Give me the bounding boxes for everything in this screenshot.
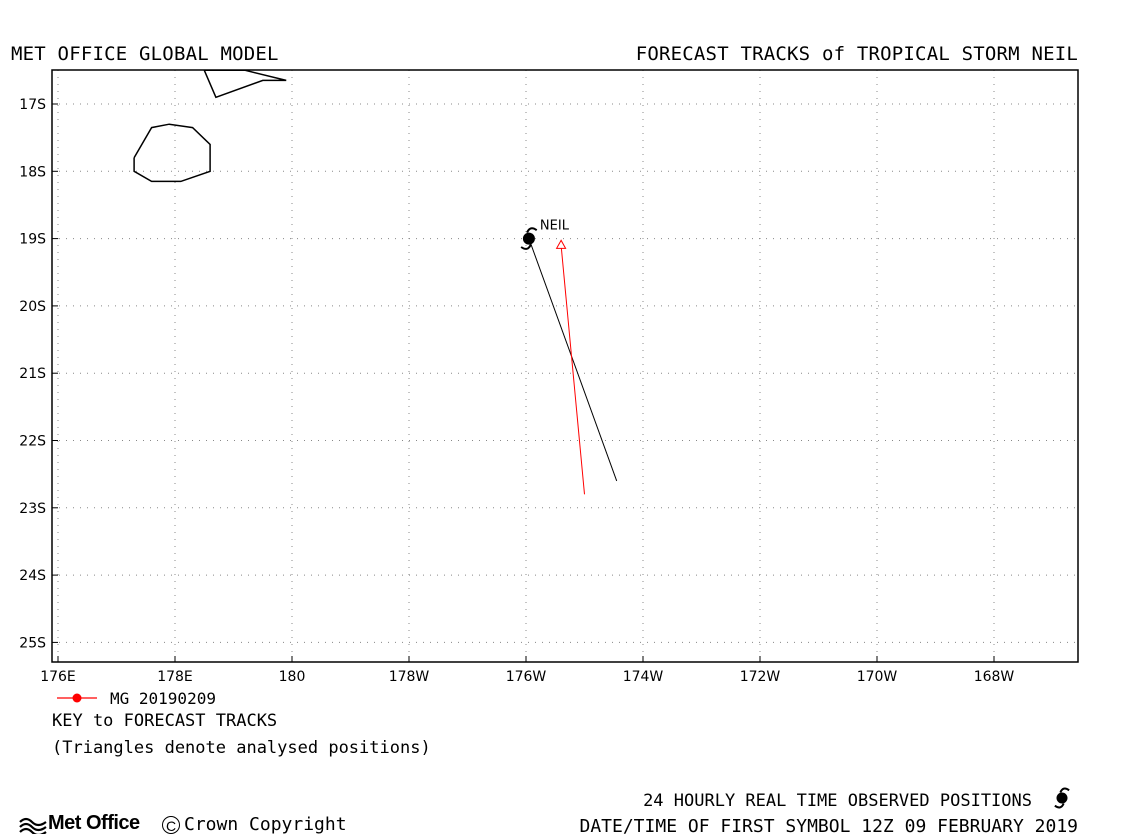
lat-tick-label: 23S bbox=[19, 501, 46, 517]
copyright-notice: C Crown Copyright bbox=[162, 814, 347, 835]
lon-tick-label: 178W bbox=[389, 669, 430, 685]
coastline bbox=[203, 69, 287, 99]
legend-run-label: MG 20190209 bbox=[110, 689, 216, 708]
lat-tick-label: 20S bbox=[19, 299, 46, 315]
lon-tick-label: 180 bbox=[279, 669, 306, 685]
met-office-logo: Met Office bbox=[18, 812, 140, 835]
analysed-position-triangle bbox=[555, 239, 567, 249]
legend-note: (Triangles denote analysed positions) bbox=[52, 738, 431, 758]
tropical-storm-icon bbox=[1054, 787, 1070, 809]
lon-tick-label: 168W bbox=[974, 669, 1015, 685]
lon-tick-label: 172W bbox=[740, 669, 781, 685]
legend-run-marker bbox=[72, 693, 82, 703]
model-title: MET OFFICE GLOBAL MODEL bbox=[11, 43, 279, 65]
legend-key-label: KEY to FORECAST TRACKS bbox=[52, 711, 278, 731]
copyright-icon: C bbox=[162, 815, 180, 834]
grid-lines bbox=[52, 70, 1078, 662]
forecast-tracks bbox=[528, 238, 618, 495]
forecast-track-line bbox=[560, 245, 585, 495]
lat-tick-label: 21S bbox=[19, 366, 46, 382]
storm-name-label: NEIL bbox=[540, 219, 570, 234]
copyright-text: Crown Copyright bbox=[184, 814, 347, 835]
lat-tick-label: 19S bbox=[19, 232, 46, 248]
met-office-logo-text: Met Office bbox=[48, 812, 140, 834]
legend-symbols bbox=[57, 693, 1070, 809]
coastline bbox=[133, 123, 211, 183]
lon-tick-label: 170W bbox=[857, 669, 898, 685]
lon-tick-label: 176E bbox=[40, 669, 76, 685]
tropical-storm-icon bbox=[520, 227, 538, 250]
coastlines bbox=[133, 69, 287, 183]
observed-positions-text: 24 HOURLY REAL TIME OBSERVED POSITIONS bbox=[643, 791, 1032, 811]
storm-markers: NEIL bbox=[520, 219, 570, 250]
map-frame bbox=[51, 69, 1079, 663]
first-symbol-date-text: DATE/TIME OF FIRST SYMBOL 12Z 09 FEBRUAR… bbox=[579, 816, 1079, 837]
lat-tick-label: 22S bbox=[19, 434, 46, 450]
met-office-logo-icon bbox=[19, 817, 47, 834]
lat-tick-label: 24S bbox=[19, 568, 46, 584]
lat-tick-label: 18S bbox=[19, 164, 46, 180]
lat-tick-label: 17S bbox=[19, 97, 46, 113]
lon-tick-label: 176W bbox=[506, 669, 547, 685]
chart-title: FORECAST TRACKS of TROPICAL STORM NEIL bbox=[635, 43, 1078, 65]
lon-tick-label: 174W bbox=[623, 669, 664, 685]
axis-ticks: 17S 18S 19S 20S 21S 22S 23S 24S 25S 176E 178E 180 17… bbox=[19, 97, 1014, 685]
lat-tick-label: 25S bbox=[19, 635, 46, 651]
lon-tick-label: 178E bbox=[157, 669, 193, 685]
forecast-track-line bbox=[528, 238, 618, 482]
